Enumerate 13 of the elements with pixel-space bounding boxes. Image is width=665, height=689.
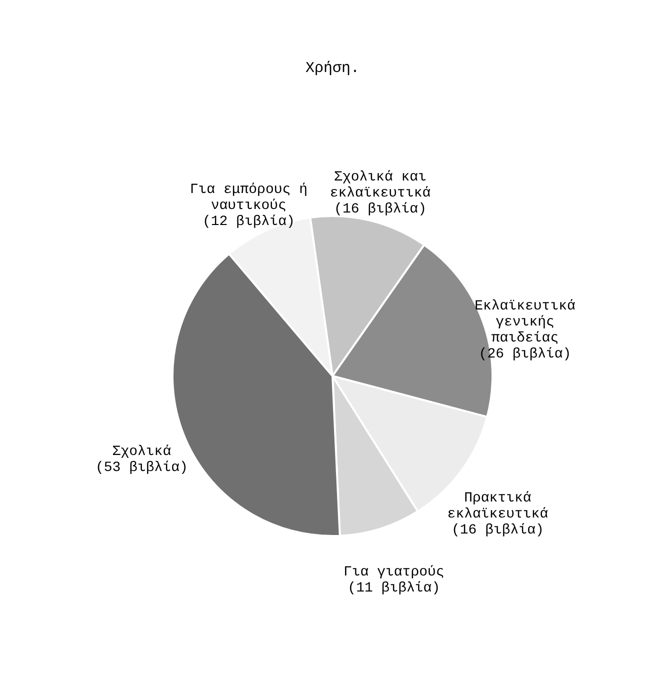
slice-label: Για γιατρούς — [343, 564, 444, 581]
data-label: (16 βιβλία) — [334, 202, 426, 218]
slice-label: Για εμπόρους ή ναυτικούς — [190, 182, 308, 214]
slice-label: Εκλαϊκευτικά γενικής παιδείας — [474, 298, 576, 347]
data-label: (26 βιβλία) — [478, 346, 572, 363]
data-label: (16 βιβλία) — [451, 522, 544, 538]
slice-label: Πρακτικά εκλαϊκευτικά — [447, 490, 548, 522]
slice-label: Σχολικά — [112, 444, 172, 460]
data-label: (53 βιβλία) — [95, 460, 188, 476]
data-label: (12 βιβλία) — [202, 214, 295, 230]
slice-label: Σχολικά και εκλαϊκευτικά — [330, 170, 431, 202]
chart-title: Χρήση. — [305, 60, 360, 77]
data-label: (11 βιβλία) — [348, 580, 440, 597]
